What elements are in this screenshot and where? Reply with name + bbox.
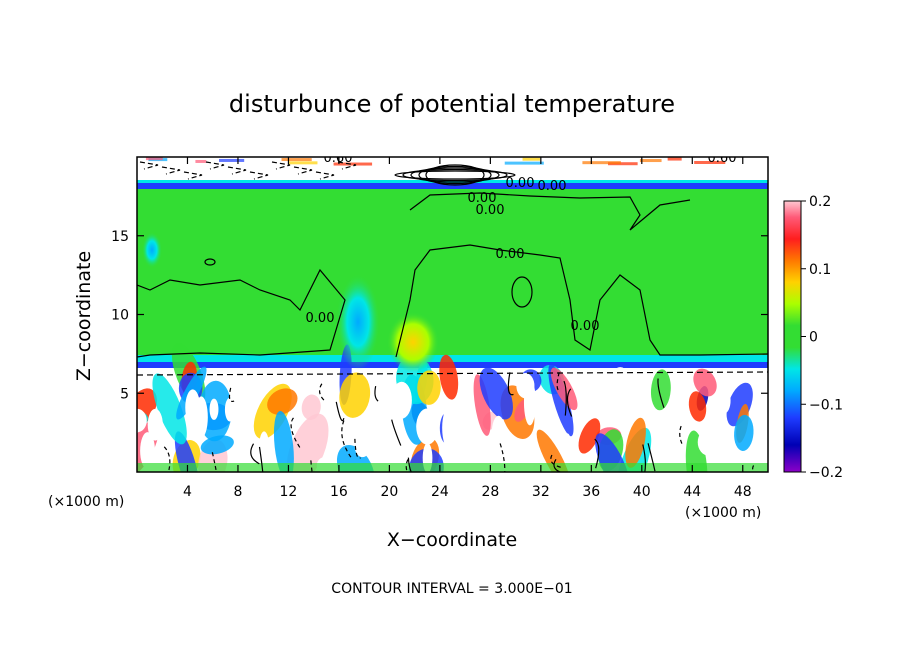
colorbar-tick-label: 0 [809,330,818,346]
y-tick-label: 5 [120,386,129,402]
lower-contour [556,372,561,393]
colorbar-tick-label: 0.1 [809,262,831,278]
lower-contour [507,372,514,396]
lower-contour [258,446,264,472]
lower-contour [250,443,260,465]
x-tick-label: 12 [280,484,298,500]
x-unit-label: (×1000 m) [685,505,761,521]
chart-title: disturbunce of potential temperature [229,90,675,118]
contour-label: 0.00 [538,179,567,194]
zero-contour [511,276,533,308]
lower-contour [290,417,301,448]
x-tick-label: 48 [734,484,752,500]
x-tick-label: 40 [633,484,651,500]
lower-contour [550,454,562,469]
colorbar-tick-label: −0.2 [809,465,843,481]
colorbar-tick-label: 0.2 [809,194,831,210]
y-tick-label: 15 [111,229,129,245]
upper-contour [418,165,492,185]
potential-temperature-field: 0.60 0.600.00 0.000.000.000.000.000.00 [137,151,768,472]
zero-contour [137,268,346,358]
lower-contour [228,387,235,403]
contour-label: 0.00 [468,191,497,206]
contour-label: 0.00 [306,311,335,326]
contour-label: 0.00 [496,247,525,262]
lower-contour [354,438,361,459]
lower-contour [341,420,353,460]
negative-contour [183,171,203,180]
lower-contour [391,419,402,446]
x-axis-label: X−coordinate [387,529,517,551]
lower-contour [563,380,567,416]
lower-contour [679,425,684,446]
x-tick-label: 4 [183,484,192,500]
lower-contour [374,386,379,402]
contour-label: 0.00 [506,176,535,191]
zero-contour [409,192,691,231]
lower-contour [642,444,647,472]
negative-contour [293,166,313,175]
upper-contour [402,168,508,182]
lower-contour [553,458,562,472]
contour-label: 0.00 [571,319,600,334]
y-unit-label: (×1000 m) [48,494,124,510]
x-tick-label: 20 [380,484,398,500]
lower-contour [211,452,217,472]
x-tick-label: 32 [532,484,550,500]
contour-label: 0.60 [324,151,353,166]
negative-contour [205,161,225,170]
lower-contour [657,378,665,408]
y-axis-label: Z−coordinate [73,251,95,381]
zero-contour [204,258,216,266]
x-tick-label: 44 [683,484,701,500]
contour-interval-note: CONTOUR INTERVAL = 3.000E−01 [331,581,572,597]
x-tick-label: 24 [431,484,449,500]
lower-contour [318,383,327,403]
zero-contour [395,244,768,358]
negative-contour [227,166,247,175]
x-tick-label: 36 [582,484,600,500]
lower-contour [647,443,656,472]
lower-contour [405,459,409,472]
lower-contour [163,446,171,471]
contour-label: 0.60 [708,151,737,166]
colorbar-ticks: 0.2 0.1 0 −0.1 −0.2 [801,194,843,481]
y-axis-ticks: 5 10 15 [111,229,768,402]
lower-contour [752,465,755,472]
upper-contour [425,164,485,186]
x-tick-label: 28 [481,484,499,500]
lower-contour [310,460,313,472]
upper-contour [394,170,516,180]
upper-contour [410,167,500,183]
lower-contour [335,401,345,422]
colorbar-tick-label: −0.1 [809,397,843,413]
lower-contour [499,443,506,472]
x-tick-label: 16 [330,484,348,500]
lower-contour [407,457,412,472]
negative-contour [337,161,357,170]
y-tick-label: 10 [111,308,129,324]
colorbar [783,200,802,473]
negative-contour [137,371,768,376]
lower-contour [566,388,573,417]
negative-contour [315,171,335,180]
contour-label: 0.00 [476,203,505,218]
lower-contour [594,438,600,469]
negative-contour [271,161,291,170]
negative-contour [249,171,269,180]
x-axis-ticks: 4 8 12 16 20 24 28 32 36 40 44 48 [183,157,752,500]
x-tick-label: 8 [233,484,242,500]
negative-contour [161,166,181,175]
negative-contour [139,161,159,170]
